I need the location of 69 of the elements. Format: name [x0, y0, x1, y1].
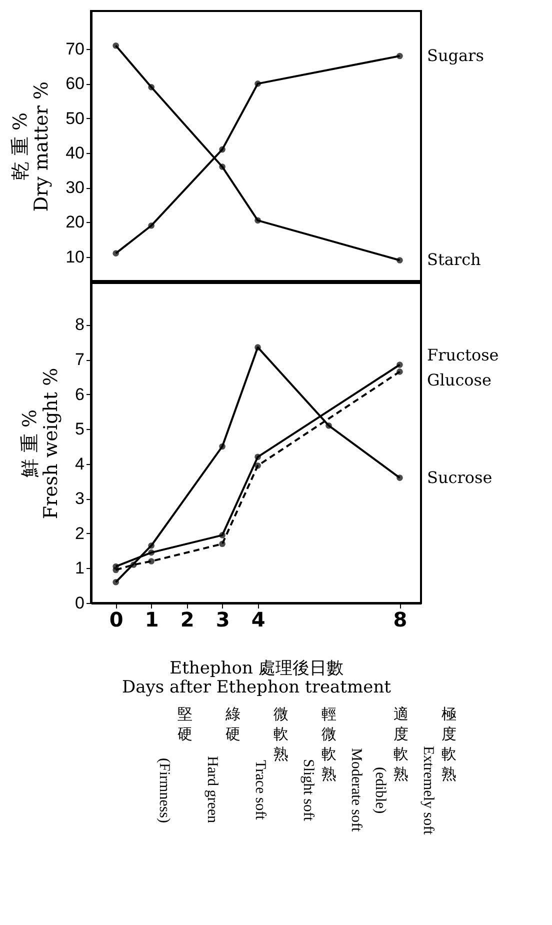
point [254, 217, 261, 224]
text: Moderate soft [347, 747, 364, 834]
y-tick-label: 4 [75, 454, 84, 474]
text: 極度軟熟 [440, 706, 458, 785]
text: Hard green [203, 755, 220, 826]
point [396, 368, 403, 375]
point [219, 146, 226, 153]
y-tick-label: 10 [66, 247, 84, 266]
x-tick-label: 3 [216, 608, 230, 632]
x-tick-label: 0 [109, 608, 124, 632]
point [254, 462, 261, 469]
point [148, 542, 154, 549]
point [396, 52, 403, 60]
y-tick-label: 0 [75, 594, 84, 612]
y-tick-label: 8 [75, 315, 84, 334]
point [396, 257, 403, 264]
point [112, 250, 119, 256]
text: (edible) [371, 766, 388, 816]
text: Trace soft [251, 759, 268, 822]
y-tick-label: 50 [66, 108, 84, 128]
text: 堅硬 [176, 706, 194, 745]
point [112, 566, 119, 574]
text: Extremely soft [419, 744, 436, 836]
y-tick-label: 70 [66, 40, 84, 59]
point [254, 80, 261, 87]
y-tick-label: 6 [75, 384, 84, 404]
point [254, 454, 261, 460]
text: (Firmness) [155, 756, 172, 824]
series-label: Sugars [427, 46, 484, 65]
point [396, 474, 403, 481]
point [219, 532, 226, 538]
y-tick-label: 3 [75, 489, 84, 508]
y-tick-label: 30 [66, 178, 84, 198]
point [148, 84, 154, 90]
point [112, 578, 119, 586]
text: Slight soft [299, 758, 316, 824]
y-tick-label: 2 [75, 524, 84, 543]
point [326, 422, 332, 429]
x-tick-label: 4 [251, 608, 266, 632]
point [148, 222, 154, 229]
x-axis-title: Ethephon 處理後日數 Days after Ethephon treatment [122, 658, 392, 698]
x-tick-label: 2 [180, 608, 194, 632]
y-tick-label: 7 [75, 350, 84, 370]
y-tick-label: 5 [75, 420, 84, 439]
point [254, 344, 261, 351]
point [219, 443, 226, 450]
y-axis-title: 乾 重 % Dry matter % [10, 81, 53, 212]
y-tick-label: 60 [66, 74, 84, 94]
point [219, 164, 226, 170]
point [396, 362, 403, 368]
series-label: Glucose [427, 370, 492, 390]
y-tick-label: 1 [75, 558, 84, 578]
series-label: Sucrose [427, 468, 492, 487]
x-tick-label: 8 [393, 608, 408, 632]
point [112, 42, 119, 49]
text: 適度軟熟 [392, 705, 410, 785]
point [130, 562, 137, 568]
series-label: Fructose [427, 346, 499, 365]
point [148, 549, 154, 556]
point [148, 558, 154, 564]
y-tick-label: 40 [66, 143, 84, 162]
text: 微軟熟 [272, 706, 290, 765]
y-tick-label: 20 [66, 212, 84, 232]
text: 輕微軟熟 [320, 706, 338, 785]
point [219, 540, 226, 548]
x-tick-label: 1 [144, 608, 159, 632]
series-label: Starch [427, 250, 481, 270]
y-axis-title: 鮮 重 % Fresh weight % [19, 368, 62, 520]
text: 綠硬 [224, 706, 242, 745]
